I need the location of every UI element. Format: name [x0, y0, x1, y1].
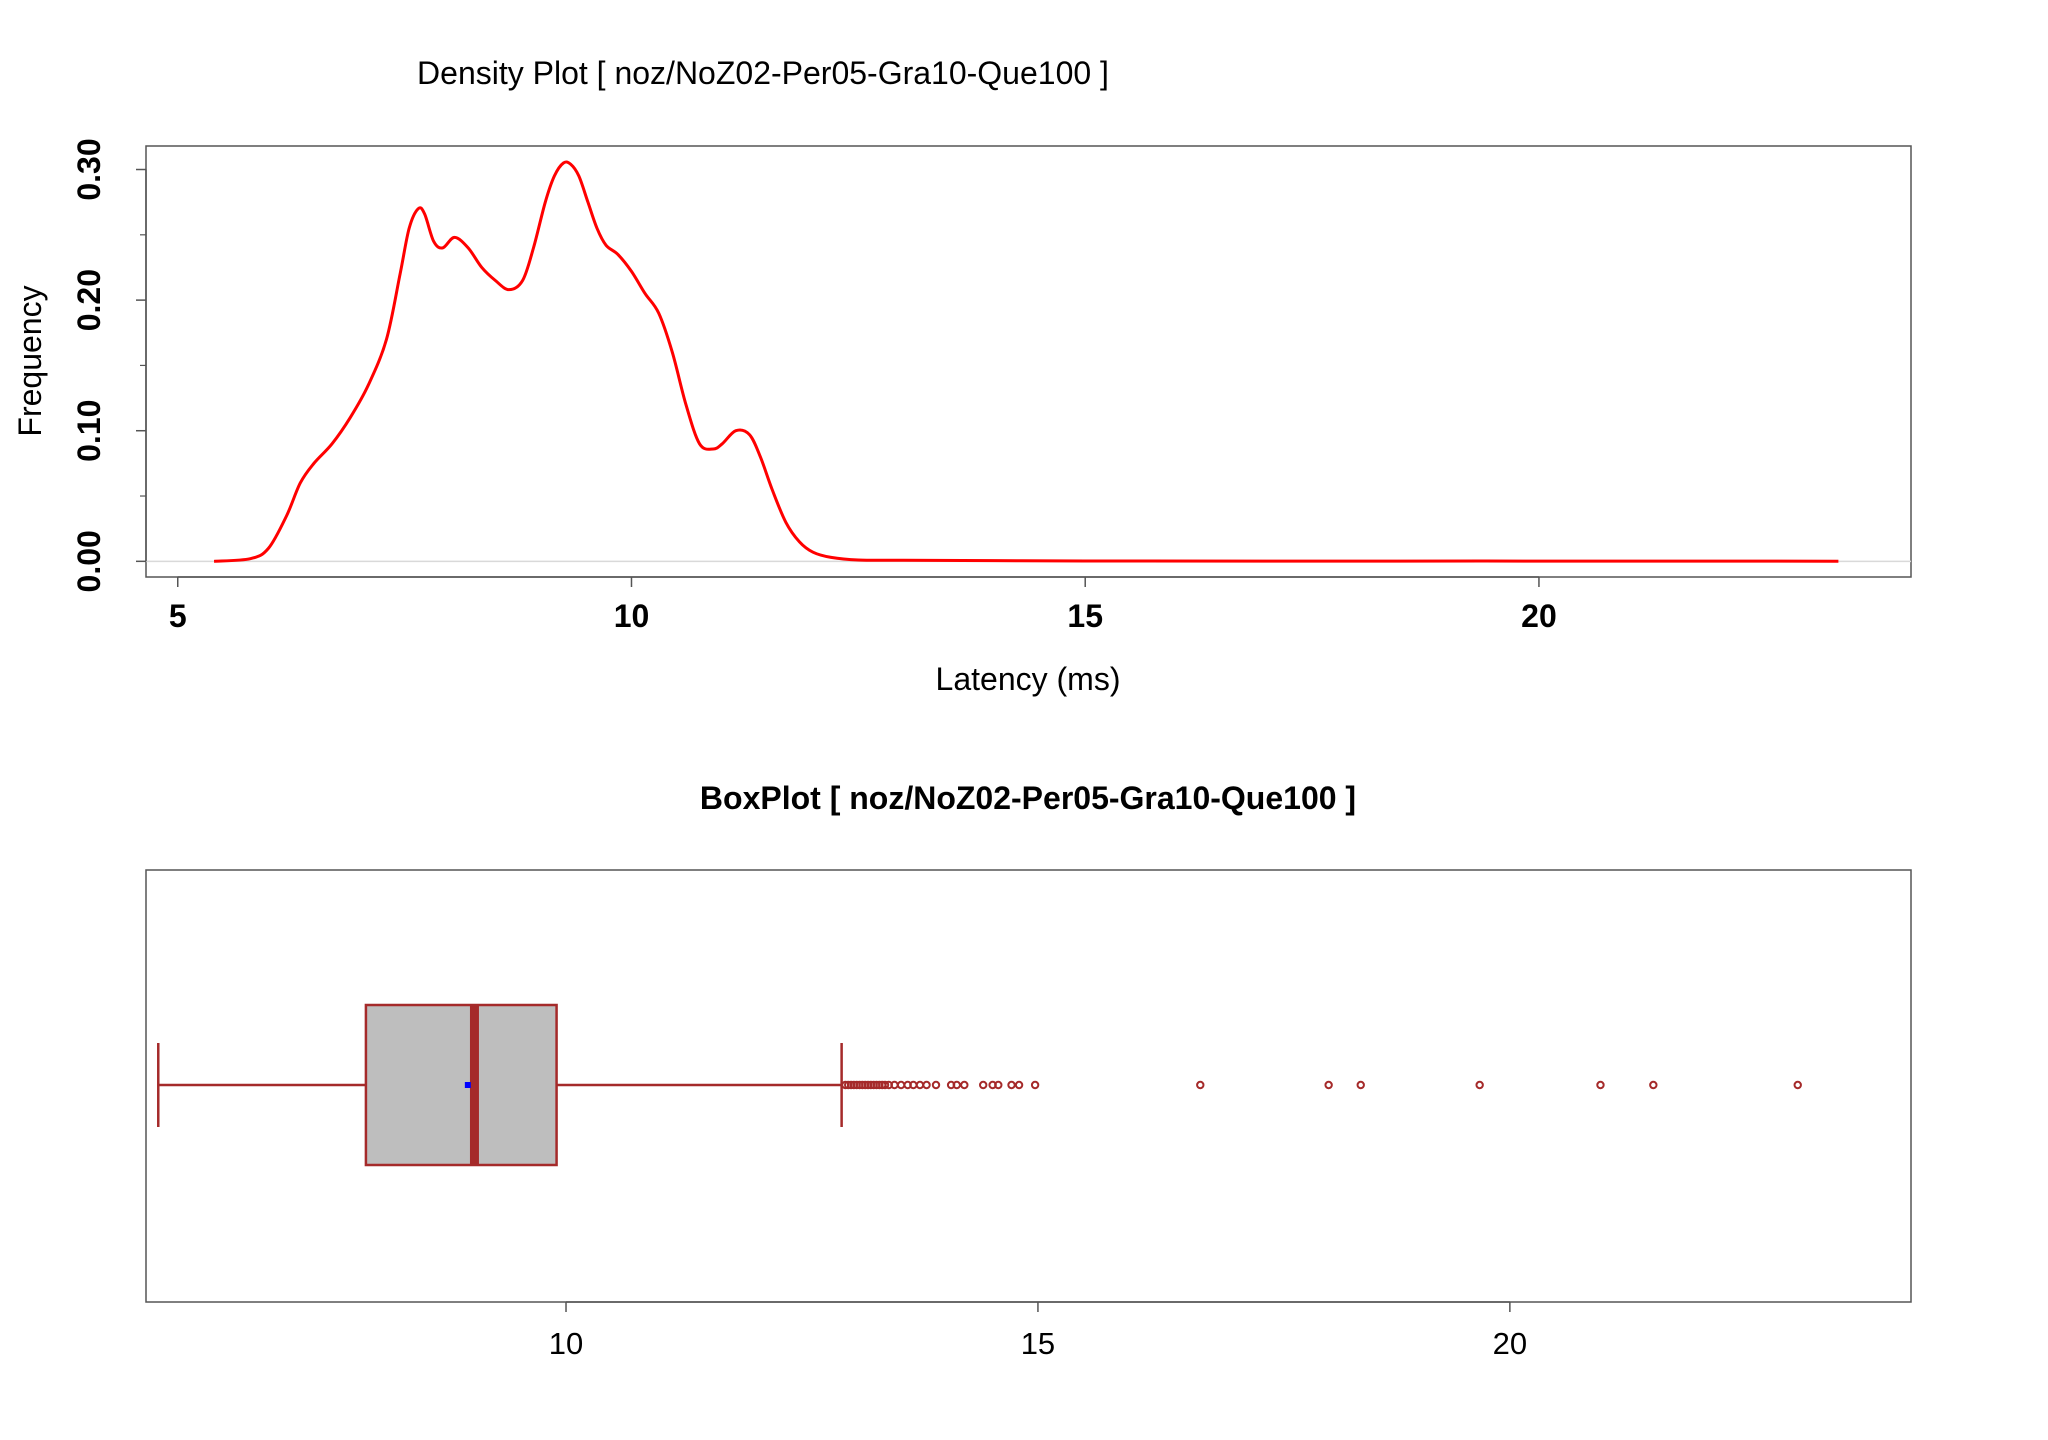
outlier-point — [909, 1080, 918, 1090]
density-curve — [213, 160, 1839, 563]
y-tick-label: 0.00 — [71, 530, 107, 592]
x-tick-label: 20 — [1493, 1326, 1527, 1361]
interquartile-box — [364, 1003, 558, 1167]
mean-marker — [464, 1082, 471, 1088]
density-y-axis: 0.00 0.10 0.20 0.30 — [71, 138, 147, 592]
density-x-axis: 5 10 15 20 — [169, 576, 1557, 634]
density-x-axis-label: Latency (ms) — [936, 661, 1121, 697]
outlier-point — [880, 1080, 890, 1090]
outlier-point — [1196, 1080, 1205, 1090]
outlier-point — [1324, 1080, 1333, 1090]
outlier-point — [1793, 1080, 1802, 1090]
boxplot-marks — [157, 1003, 1802, 1167]
density-plot-frame — [145, 145, 1912, 578]
x-tick-label: 10 — [549, 1326, 583, 1361]
box-plot: BoxPlot [ noz/NoZ02-Per05-Gra10-Que100 ]… — [145, 780, 1912, 1361]
outlier-point — [915, 1080, 925, 1090]
outlier-point — [1030, 1080, 1040, 1090]
outlier-point — [922, 1080, 931, 1090]
outlier-point — [1007, 1080, 1016, 1090]
outlier-point — [896, 1080, 906, 1090]
x-tick-label: 20 — [1521, 598, 1557, 634]
y-tick-label: 0.30 — [71, 138, 107, 200]
x-tick-label: 15 — [1067, 598, 1103, 634]
y-tick-label: 0.10 — [71, 400, 107, 462]
outlier-point — [931, 1080, 941, 1090]
boxplot-title: BoxPlot [ noz/NoZ02-Per05-Gra10-Que100 ] — [700, 780, 1356, 816]
outlier-point — [1356, 1080, 1365, 1090]
boxplot-x-axis: 10 15 20 — [549, 1301, 1527, 1361]
x-tick-label: 10 — [614, 598, 650, 634]
density-title: Density Plot [ noz/NoZ02-Per05-Gra10-Que… — [417, 55, 1109, 91]
outlier-point — [1596, 1080, 1605, 1090]
density-y-axis-label: Frequency — [12, 285, 48, 436]
y-tick-label: 0.20 — [71, 269, 107, 331]
outlier-point — [952, 1080, 961, 1090]
outlier-point — [890, 1080, 899, 1090]
outlier-point — [1475, 1080, 1484, 1090]
density-plot: Density Plot [ noz/NoZ02-Per05-Gra10-Que… — [12, 55, 1912, 697]
x-tick-label: 5 — [169, 598, 187, 634]
outlier-point — [1649, 1080, 1658, 1090]
x-tick-label: 15 — [1021, 1326, 1055, 1361]
outlier-point — [994, 1080, 1003, 1090]
outlier-point — [960, 1080, 969, 1090]
outlier-point — [978, 1080, 988, 1090]
outlier-point — [1014, 1080, 1024, 1090]
